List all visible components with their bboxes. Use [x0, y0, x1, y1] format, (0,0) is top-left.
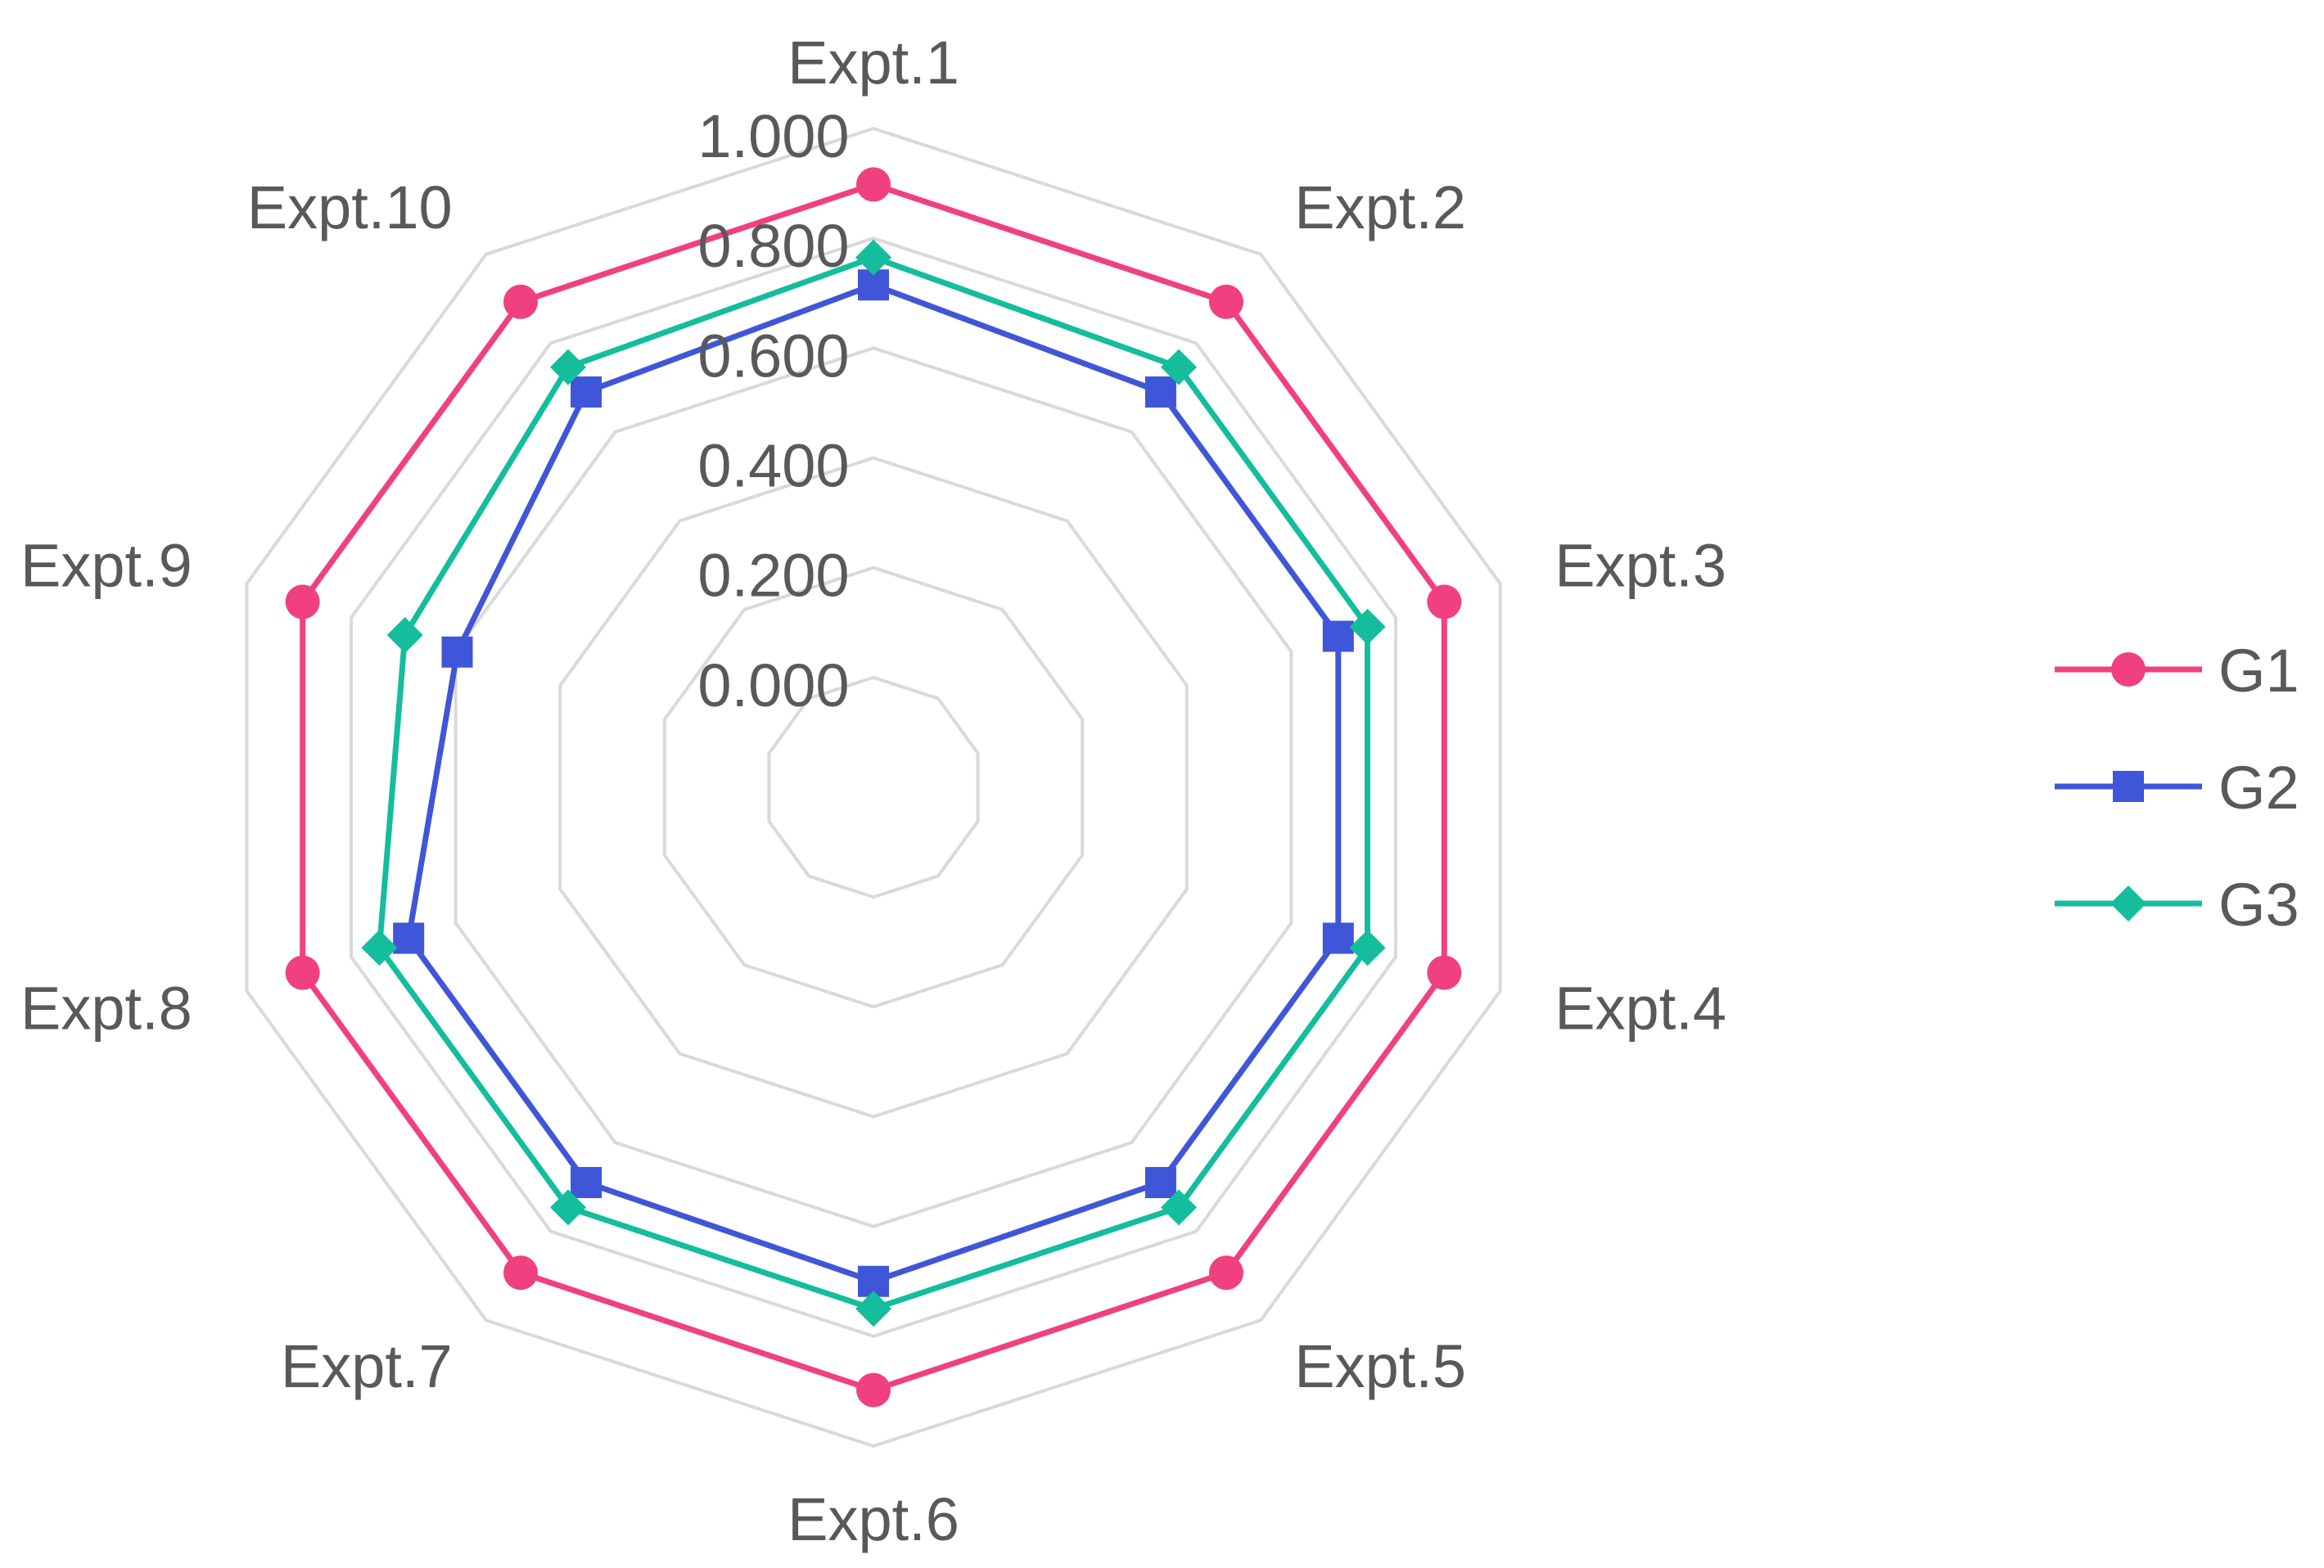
data-point-g1	[503, 1255, 539, 1291]
category-label: Expt.7	[281, 1332, 453, 1400]
legend-marker	[2113, 771, 2144, 802]
series-g2	[393, 269, 1354, 1297]
data-point-g3	[1349, 608, 1386, 645]
radial-tick-label: 0.200	[697, 542, 849, 610]
legend-item-g1: G1	[2055, 637, 2299, 705]
series-g1	[285, 167, 1462, 1408]
data-point-g1	[285, 955, 320, 990]
grid-ring	[558, 456, 1189, 1119]
data-point-g2	[441, 636, 473, 668]
grid-ring	[245, 126, 1502, 1449]
legend-label: G1	[2218, 637, 2299, 705]
data-point-g3	[549, 349, 586, 385]
radial-tick-label: 0.400	[697, 432, 849, 500]
data-point-g1	[856, 167, 891, 202]
data-point-g1	[285, 584, 320, 620]
category-label: Expt.3	[1555, 532, 1726, 600]
grid-ring	[767, 675, 980, 899]
data-point-g2	[1144, 1167, 1176, 1199]
category-label: Expt.2	[1294, 173, 1466, 241]
data-point-g3	[1349, 930, 1386, 966]
category-label: Expt.8	[20, 974, 192, 1042]
data-point-g1	[1427, 955, 1462, 990]
data-point-g1	[856, 1372, 891, 1408]
radial-tick-label: 0.000	[697, 651, 849, 719]
category-label: Expt.6	[787, 1485, 959, 1553]
data-point-g1	[1427, 584, 1462, 620]
data-point-g3	[855, 1291, 891, 1327]
radial-tick-label: 1.000	[697, 102, 849, 170]
data-point-g2	[571, 1167, 602, 1199]
data-point-g1	[1208, 1255, 1243, 1291]
category-label: Expt.9	[20, 532, 192, 600]
data-point-g2	[571, 376, 602, 408]
category-label: Expt.1	[787, 29, 959, 97]
grid-ring	[662, 565, 1085, 1009]
radial-tick-label: 0.600	[697, 322, 849, 390]
data-point-g3	[549, 1189, 586, 1226]
data-point-g1	[503, 284, 539, 319]
series-line-g2	[405, 282, 1342, 1285]
data-point-g2	[1322, 922, 1354, 954]
legend-marker	[2111, 652, 2146, 687]
tick-layer: 0.000 0.200 0.400 0.600 0.800 1.000	[697, 102, 849, 719]
legend-item-g3: G3	[2055, 871, 2299, 939]
grid-ring	[350, 237, 1397, 1338]
data-point-g2	[1322, 620, 1354, 652]
data-point-g3	[386, 617, 423, 654]
data-point-g2	[393, 922, 425, 954]
legend-marker	[2110, 885, 2146, 921]
category-label: Expt.5	[1294, 1332, 1466, 1400]
legend-item-g2: G2	[2055, 754, 2299, 822]
radial-tick-label: 0.800	[697, 212, 849, 280]
data-point-g3	[1161, 1189, 1198, 1226]
data-point-g3	[1161, 349, 1198, 385]
data-point-g1	[1208, 284, 1243, 319]
category-label: Expt.4	[1555, 974, 1726, 1042]
grid-layer	[245, 126, 1502, 1449]
data-point-g3	[361, 930, 398, 966]
category-labels: Expt.1 Expt.2 Expt.3 Expt.4 Expt.5 Expt.6 Expt…	[20, 29, 1726, 1553]
grid-ring	[454, 346, 1293, 1228]
series-g3	[361, 239, 1386, 1327]
series-line-g3	[377, 255, 1370, 1312]
series-layer	[285, 167, 1462, 1408]
legend-label: G3	[2218, 871, 2299, 939]
data-point-g3	[855, 239, 891, 276]
data-point-g2	[1144, 376, 1176, 408]
legend: G1 G2 G3	[2055, 637, 2299, 939]
legend-label: G2	[2218, 754, 2299, 822]
series-line-g1	[300, 181, 1447, 1394]
category-label: Expt.10	[247, 173, 453, 241]
